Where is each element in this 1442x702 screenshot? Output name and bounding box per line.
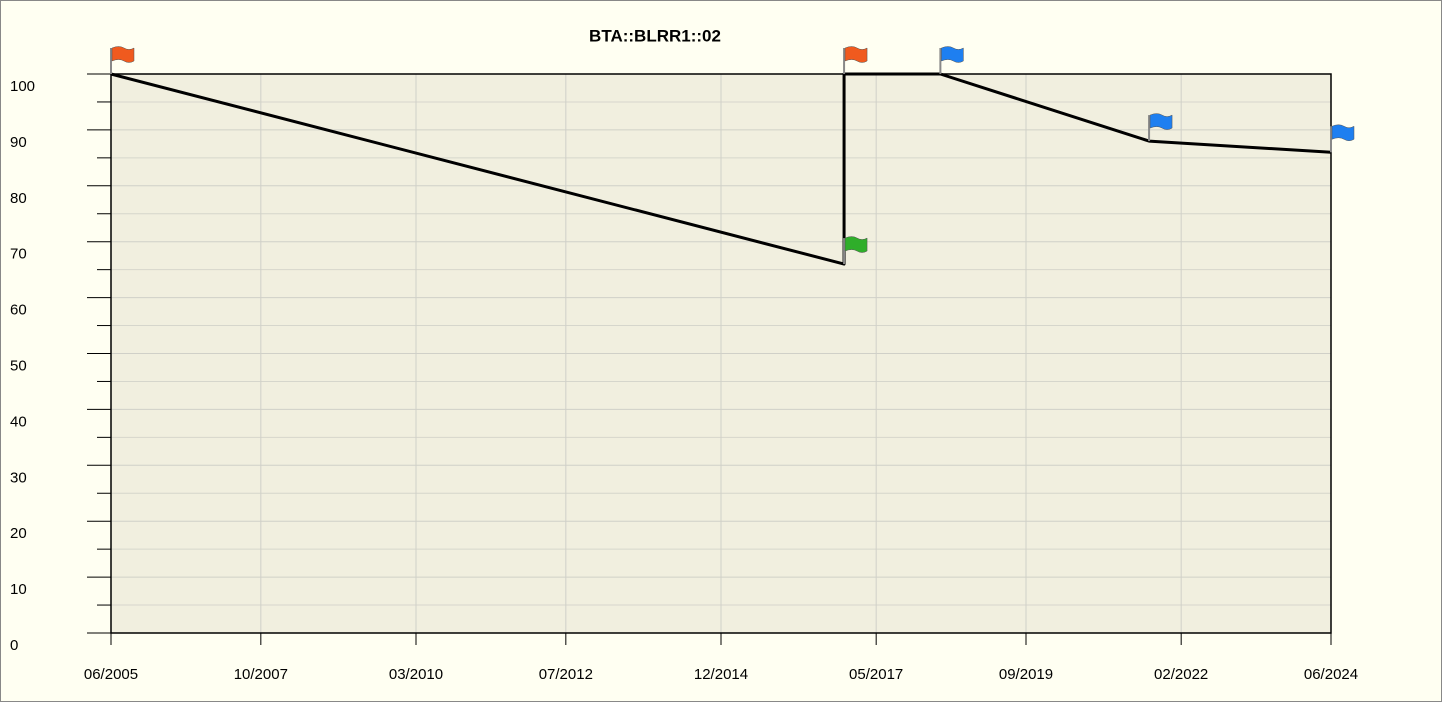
y-tick-label: 40	[10, 413, 27, 430]
x-tick-label: 10/2007	[234, 666, 288, 683]
x-tick-label: 12/2014	[694, 666, 748, 683]
plot-border	[110, 73, 1332, 634]
y-tick-label: 30	[10, 469, 27, 486]
y-tick-label: 10	[10, 581, 27, 598]
flag-marker	[110, 46, 135, 74]
flag-marker	[939, 46, 964, 74]
y-tick-label: 50	[10, 357, 27, 374]
x-tick-label: 06/2005	[84, 666, 138, 683]
y-tick-label: 70	[10, 246, 27, 263]
line	[110, 72, 1332, 266]
x-tick-label: 02/2022	[1154, 666, 1208, 683]
y-tick-label: 100	[10, 78, 35, 95]
flag-marker	[1148, 113, 1173, 142]
x-tick-label: 03/2010	[389, 666, 443, 683]
y-tick-label: 20	[10, 525, 27, 542]
y-tick-label: 90	[10, 134, 27, 151]
flag-marker	[1330, 124, 1355, 153]
y-tick-label: 80	[10, 190, 27, 207]
flag-marker	[843, 46, 868, 74]
x-tick-label: 05/2017	[849, 666, 903, 683]
y-tick-label: 0	[10, 637, 18, 654]
x-tick-label: 09/2019	[999, 666, 1053, 683]
x-tick-label: 06/2024	[1304, 666, 1358, 683]
chart-title: BTA::BLRR1::02	[589, 26, 721, 45]
x-tick-label: 07/2012	[539, 666, 593, 683]
flag-marker	[843, 236, 868, 265]
y-tick-label: 60	[10, 302, 27, 319]
